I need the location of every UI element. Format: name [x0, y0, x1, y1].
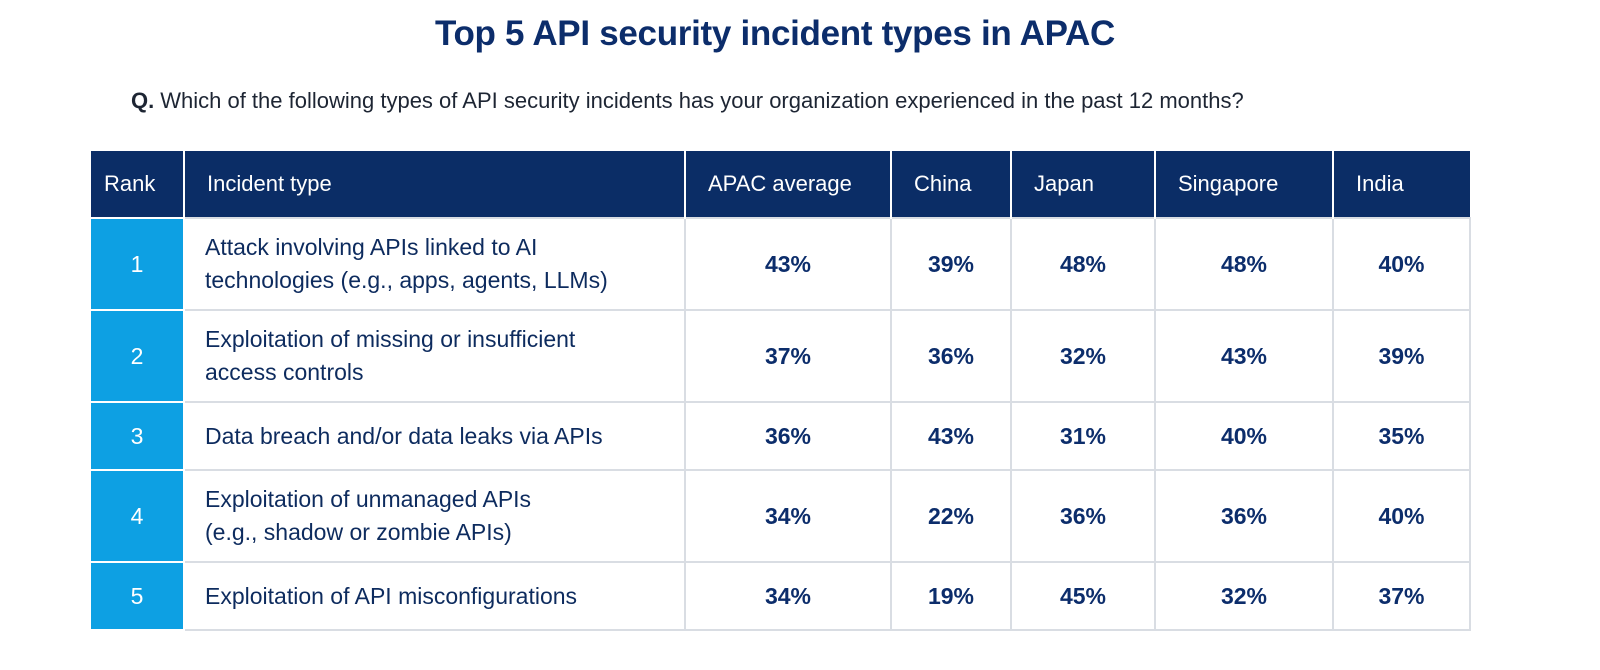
- apac-average-value: 36%: [684, 401, 892, 471]
- incident-type-cell: Exploitation of API misconfigurations: [183, 561, 686, 631]
- column-header-incident-type: Incident type: [183, 151, 685, 218]
- apac-average-value: 43%: [684, 217, 892, 311]
- table-header-row: Rank Incident type APAC average China Ja…: [91, 151, 1470, 218]
- column-header-apac-average: APAC average: [684, 151, 891, 218]
- incident-line: Exploitation of missing or insufficient: [205, 326, 576, 352]
- china-value: 43%: [890, 401, 1012, 471]
- china-value: 19%: [890, 561, 1012, 631]
- japan-value: 36%: [1010, 469, 1156, 563]
- rank-cell: 4: [91, 469, 185, 563]
- india-value: 37%: [1332, 561, 1471, 631]
- incident-line: Attack involving APIs linked to AI: [205, 234, 538, 260]
- apac-average-value: 34%: [684, 561, 892, 631]
- column-header-china: China: [890, 151, 1011, 218]
- singapore-value: 48%: [1154, 217, 1334, 311]
- singapore-value: 40%: [1154, 401, 1334, 471]
- chart-title: Top 5 API security incident types in APA…: [434, 14, 1116, 53]
- incident-table: Rank Incident type APAC average China Ja…: [91, 151, 1471, 631]
- incident-line: access controls: [205, 359, 364, 385]
- japan-value: 45%: [1010, 561, 1156, 631]
- incident-type-cell: Exploitation of missing or insufficient …: [183, 309, 686, 403]
- incident-line: technologies (e.g., apps, agents, LLMs): [205, 267, 608, 293]
- column-header-india: India: [1332, 151, 1470, 218]
- singapore-value: 32%: [1154, 561, 1334, 631]
- apac-average-value: 37%: [684, 309, 892, 403]
- incident-type-cell: Attack involving APIs linked to AI techn…: [183, 217, 686, 311]
- rank-cell: 3: [91, 401, 185, 471]
- apac-average-value: 34%: [684, 469, 892, 563]
- table-row: 2 Exploitation of missing or insufficien…: [91, 309, 1471, 403]
- incident-line: Exploitation of API misconfigurations: [205, 582, 578, 609]
- singapore-value: 36%: [1154, 469, 1334, 563]
- table-row: 4 Exploitation of unmanaged APIs (e.g., …: [91, 469, 1471, 563]
- japan-value: 48%: [1010, 217, 1156, 311]
- rank-cell: 2: [91, 309, 185, 403]
- column-header-japan: Japan: [1010, 151, 1155, 218]
- incident-line: (e.g., shadow or zombie APIs): [205, 519, 512, 545]
- table-row: 1 Attack involving APIs linked to AI tec…: [91, 217, 1471, 311]
- incident-type-cell: Data breach and/or data leaks via APIs: [183, 401, 686, 471]
- india-value: 40%: [1332, 469, 1471, 563]
- survey-question: Q. Which of the following types of API se…: [131, 88, 1244, 114]
- china-value: 39%: [890, 217, 1012, 311]
- question-text: Which of the following types of API secu…: [160, 88, 1244, 113]
- japan-value: 31%: [1010, 401, 1156, 471]
- china-value: 22%: [890, 469, 1012, 563]
- incident-type-cell: Exploitation of unmanaged APIs (e.g., sh…: [183, 469, 686, 563]
- column-header-singapore: Singapore: [1154, 151, 1333, 218]
- rank-cell: 1: [91, 217, 185, 311]
- china-value: 36%: [890, 309, 1012, 403]
- india-value: 35%: [1332, 401, 1471, 471]
- india-value: 40%: [1332, 217, 1471, 311]
- table-row: 3 Data breach and/or data leaks via APIs…: [91, 401, 1471, 471]
- question-prefix: Q.: [131, 88, 155, 113]
- column-header-rank: Rank: [91, 151, 184, 218]
- table-row: 5 Exploitation of API misconfigurations …: [91, 561, 1471, 631]
- india-value: 39%: [1332, 309, 1471, 403]
- japan-value: 32%: [1010, 309, 1156, 403]
- incident-line: Exploitation of unmanaged APIs: [205, 486, 532, 512]
- incident-line: Data breach and/or data leaks via APIs: [205, 422, 603, 449]
- rank-cell: 5: [91, 561, 185, 631]
- singapore-value: 43%: [1154, 309, 1334, 403]
